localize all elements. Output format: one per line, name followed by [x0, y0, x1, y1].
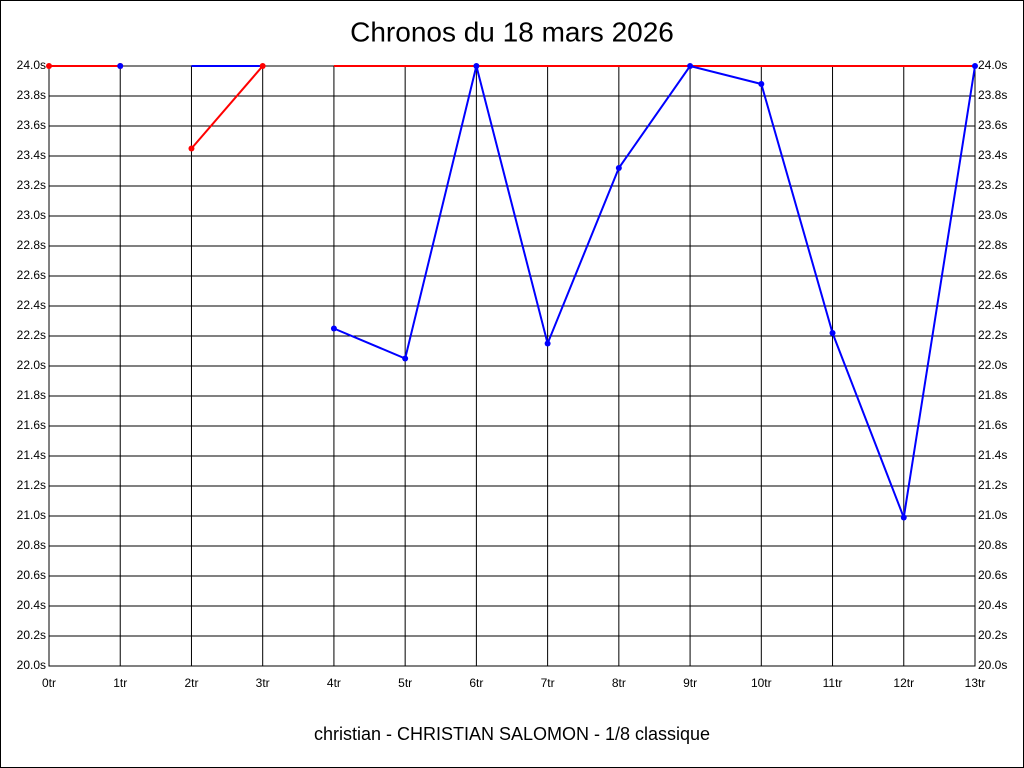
- y-tick-label: 23.4s: [17, 148, 46, 162]
- x-tick-label: 11tr: [823, 676, 843, 690]
- data-point: [188, 145, 195, 152]
- series-line: [190, 65, 264, 150]
- x-tick-label: 6tr: [469, 676, 483, 690]
- y-tick-label: 22.0s: [17, 358, 46, 372]
- y-tick-label: 24.0s: [17, 58, 46, 72]
- y-tick-label: 20.0s: [17, 658, 46, 672]
- y2-tick-label: 21.2s: [978, 478, 1007, 492]
- footer: christian - CHRISTIAN SALOMON - 1/8 clas…: [314, 724, 710, 744]
- x-tick-label: 5tr: [398, 676, 412, 690]
- series-line: [333, 64, 976, 522]
- data-point: [829, 330, 836, 336]
- y-tick-label: 21.0s: [17, 508, 46, 522]
- y-tick-label: 21.4s: [17, 448, 46, 462]
- y-tick-label: 20.6s: [17, 568, 46, 582]
- y2-tick-label: 20.4s: [978, 598, 1007, 612]
- x-tick-label: 12tr: [893, 676, 914, 690]
- y-tick-label: 23.0s: [17, 208, 46, 222]
- data-point: [900, 514, 907, 521]
- x-tick-label: 10tr: [751, 676, 772, 690]
- x-tick-label: 0tr: [42, 676, 56, 690]
- y2-tick-label: 23.8s: [978, 88, 1007, 102]
- y2-tick-label: 22.8s: [978, 238, 1007, 252]
- y2-tick-label: 20.8s: [978, 538, 1007, 552]
- x-tick-label: 1tr: [113, 676, 127, 690]
- y2-tick-label: 24.0s: [978, 58, 1007, 72]
- y-tick-label: 20.4s: [17, 598, 46, 612]
- data-point: [259, 63, 266, 69]
- data-point: [972, 63, 978, 69]
- y2-tick-label: 23.2s: [978, 178, 1007, 192]
- y2-tick-label: 23.4s: [978, 148, 1007, 162]
- y2-tick-label: 20.6s: [978, 568, 1007, 582]
- y2-tick-label: 21.8s: [978, 388, 1007, 402]
- y-tick-label: 20.8s: [17, 538, 46, 552]
- data-point: [758, 81, 765, 87]
- data-point: [544, 340, 551, 347]
- data-point: [473, 63, 480, 69]
- y2-tick-label: 22.0s: [978, 358, 1007, 372]
- data-point: [402, 355, 409, 362]
- y-tick-label: 22.4s: [17, 298, 46, 312]
- x-tick-label: 8tr: [612, 676, 626, 690]
- x-tick-label: 2tr: [184, 676, 198, 690]
- y2-tick-label: 22.6s: [978, 268, 1007, 282]
- data-point: [46, 63, 52, 69]
- y-tick-label: 22.8s: [17, 238, 46, 252]
- y-tick-label: 23.8s: [17, 88, 46, 102]
- y2-tick-label: 22.4s: [978, 298, 1007, 312]
- y2-tick-label: 22.2s: [978, 328, 1007, 342]
- data-point: [117, 63, 124, 69]
- data-point: [330, 325, 337, 332]
- x-tick-label: 13tr: [965, 676, 986, 690]
- y2-tick-label: 21.0s: [978, 508, 1007, 522]
- y-tick-label: 22.6s: [17, 268, 46, 282]
- y2-tick-label: 23.6s: [978, 118, 1007, 132]
- chart-title: Chronos du 18 mars 2026: [350, 16, 674, 47]
- y-tick-label: 21.6s: [17, 418, 46, 432]
- x-tick-label: 9tr: [683, 676, 697, 690]
- y-tick-label: 23.6s: [17, 118, 46, 132]
- y-tick-label: 21.8s: [17, 388, 46, 402]
- y-tick-label: 20.2s: [17, 628, 46, 642]
- x-tick-label: 4tr: [327, 676, 341, 690]
- y-tick-label: 21.2s: [17, 478, 46, 492]
- y-tick-label: 23.2s: [17, 178, 46, 192]
- y-tick-label: 22.2s: [17, 328, 46, 342]
- y2-tick-label: 20.0s: [978, 658, 1007, 672]
- y2-tick-label: 23.0s: [978, 208, 1007, 222]
- data-point: [687, 63, 694, 69]
- y2-tick-label: 21.4s: [978, 448, 1007, 462]
- y2-tick-label: 20.2s: [978, 628, 1007, 642]
- y2-tick-label: 21.6s: [978, 418, 1007, 432]
- data-point: [615, 165, 622, 171]
- x-tick-label: 7tr: [541, 676, 555, 690]
- x-tick-label: 3tr: [256, 676, 270, 690]
